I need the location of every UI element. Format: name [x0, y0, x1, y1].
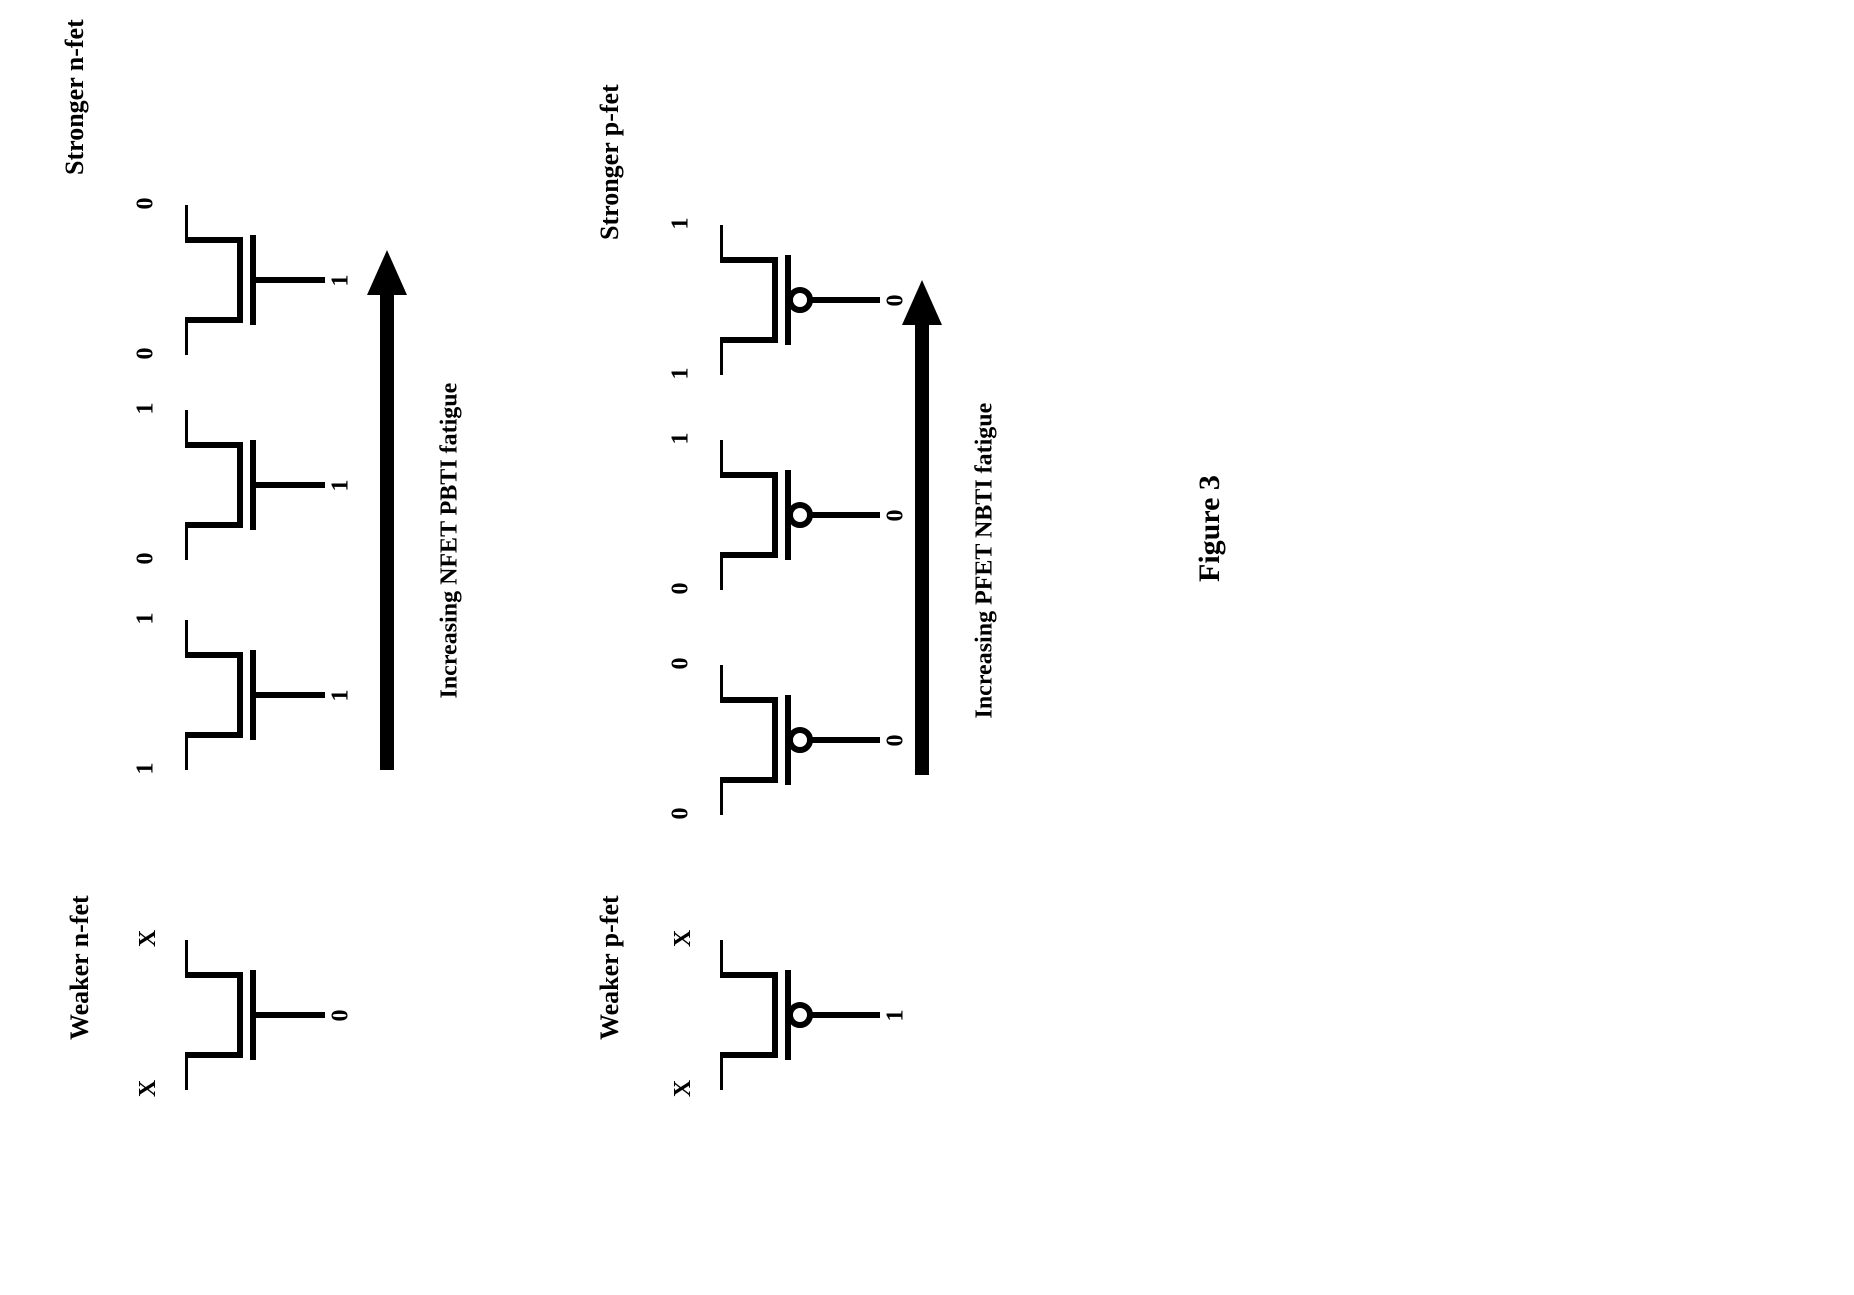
nfet-2-drain-label: 1	[133, 403, 160, 415]
pfet-1-gate-label: 0	[883, 735, 910, 747]
pfet-device-1: 0 0 0	[720, 665, 910, 820]
pfet-0-drain-label: X	[670, 930, 697, 947]
nfet-stronger-label: Stronger n-fet	[60, 0, 90, 175]
nfet-2-source-label: 0	[133, 553, 160, 565]
nfet-3-gate-label: 1	[328, 275, 355, 287]
pfet-2-source-label: 0	[668, 583, 695, 595]
figure-title: Figure 3	[1193, 432, 1227, 582]
pfet-0-source-label: X	[670, 1080, 697, 1097]
nfet-1-gate-label: 1	[328, 690, 355, 702]
nfet-device-1: 1 1 1	[185, 620, 355, 775]
pfet-3-drain-label: 1	[668, 218, 695, 230]
nfet-device-3: 0 0 1	[185, 205, 355, 360]
pfet-2-drain-label: 1	[668, 433, 695, 445]
pfet-weaker-label: Weaker p-fet	[595, 840, 625, 1040]
nfet-weaker-label: Weaker n-fet	[65, 840, 95, 1040]
nfet-1-source-label: 1	[133, 763, 160, 775]
pfet-3-source-label: 1	[668, 368, 695, 380]
pfet-device-3: 1 1 0	[720, 225, 910, 380]
pfet-device-2: 1 0 0	[720, 440, 910, 595]
nfet-2-gate-label: 1	[328, 480, 355, 492]
pfet-2-gate-label: 0	[883, 510, 910, 522]
nfet-0-source-label: X	[135, 1080, 162, 1097]
pfet-arrow-label: Increasing PFET NBTI fatigue	[972, 359, 999, 719]
nfet-device-0: X X 0	[185, 940, 355, 1095]
pfet-1-drain-label: 0	[668, 658, 695, 670]
nfet-0-drain-label: X	[135, 930, 162, 947]
nfet-device-2: 1 0 1	[185, 410, 355, 565]
nfet-arrow-label: Increasing NFET PBTI fatigue	[437, 339, 464, 699]
pfet-stronger-label: Stronger p-fet	[595, 30, 625, 240]
pfet-device-0: X X 1	[720, 940, 910, 1095]
nfet-3-source-label: 0	[133, 348, 160, 360]
nfet-1-drain-label: 1	[133, 613, 160, 625]
nfet-0-gate-label: 0	[328, 1010, 355, 1022]
pfet-0-gate-label: 1	[883, 1010, 910, 1022]
pfet-1-source-label: 0	[668, 808, 695, 820]
nfet-3-drain-label: 0	[133, 198, 160, 210]
